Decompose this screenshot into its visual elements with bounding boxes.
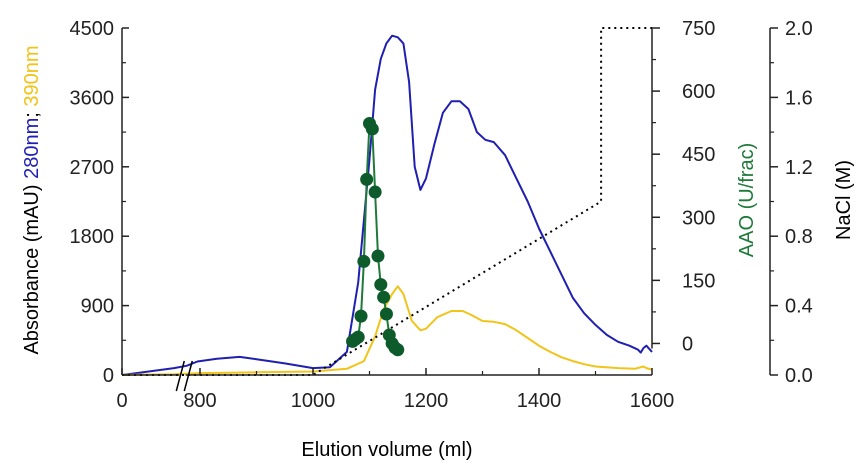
x-axis-title: Elution volume (ml) xyxy=(301,439,472,461)
y-right1-tick-label: 750 xyxy=(682,18,715,40)
aao-data-point xyxy=(357,254,371,268)
aao-data-point xyxy=(379,307,393,321)
series-line-a280 xyxy=(121,34,653,376)
y-right2-tick-label: 0.4 xyxy=(785,296,813,318)
y-right1-tick-label: 0 xyxy=(682,333,693,355)
y-right2-tick-label: 1.2 xyxy=(785,157,813,179)
x-tick-label: 1200 xyxy=(404,390,449,412)
series-line-a390 xyxy=(121,285,653,376)
axis-break-mark xyxy=(183,360,194,392)
aao-data-point xyxy=(391,343,405,357)
aao-data-point xyxy=(374,278,388,292)
y-right2-tick-label: 2.0 xyxy=(785,18,813,40)
y-left-tick-label: 1800 xyxy=(70,226,115,248)
aao-data-point xyxy=(371,249,385,263)
y-axis-left-title-part: 280nm xyxy=(21,118,43,179)
y-left-tick-label: 900 xyxy=(81,296,114,318)
aao-data-point xyxy=(354,309,368,323)
y-right2-tick-label: 0.8 xyxy=(785,226,813,248)
y-axis-right1-title: AAO (U/frac) xyxy=(736,143,758,257)
y-right2-tick-label: 0.0 xyxy=(785,365,813,387)
axis-break-mark xyxy=(175,360,186,392)
y-axis-left-title-part: 390nm xyxy=(21,45,43,106)
y-right1-tick-label: 150 xyxy=(682,270,715,292)
x-tick-label: 800 xyxy=(183,390,216,412)
y-axis-left-title-part: ; xyxy=(21,107,43,118)
aao-data-point xyxy=(360,172,374,186)
y-axis-right2-title: NaCl (M) xyxy=(833,160,855,240)
y-left-tick-label: 2700 xyxy=(70,157,115,179)
y-right1-tick-label: 450 xyxy=(682,144,715,166)
y-right2-tick-label: 1.6 xyxy=(785,87,813,109)
y-left-tick-label: 0 xyxy=(103,365,114,387)
y-axis-left-title-part: Absorbance (mAU) xyxy=(21,179,43,355)
y-right1-tick-label: 300 xyxy=(682,207,715,229)
series-layer xyxy=(121,27,653,376)
y-left-tick-label: 3600 xyxy=(70,87,115,109)
aao-data-point xyxy=(368,185,382,199)
aao-data-point xyxy=(351,330,365,344)
x-tick-label: 1400 xyxy=(517,390,562,412)
aao-data-point xyxy=(377,290,391,304)
x-tick-label: 1000 xyxy=(291,390,336,412)
x-tick-label: 1600 xyxy=(630,390,675,412)
y-right1-tick-label: 600 xyxy=(682,81,715,103)
y-axis-left-title: Absorbance (mAU) 280nm; 390nm xyxy=(21,45,43,354)
aao-data-point xyxy=(365,122,379,136)
y-left-tick-label: 4500 xyxy=(70,18,115,40)
x-tick-label: 0 xyxy=(116,390,127,412)
